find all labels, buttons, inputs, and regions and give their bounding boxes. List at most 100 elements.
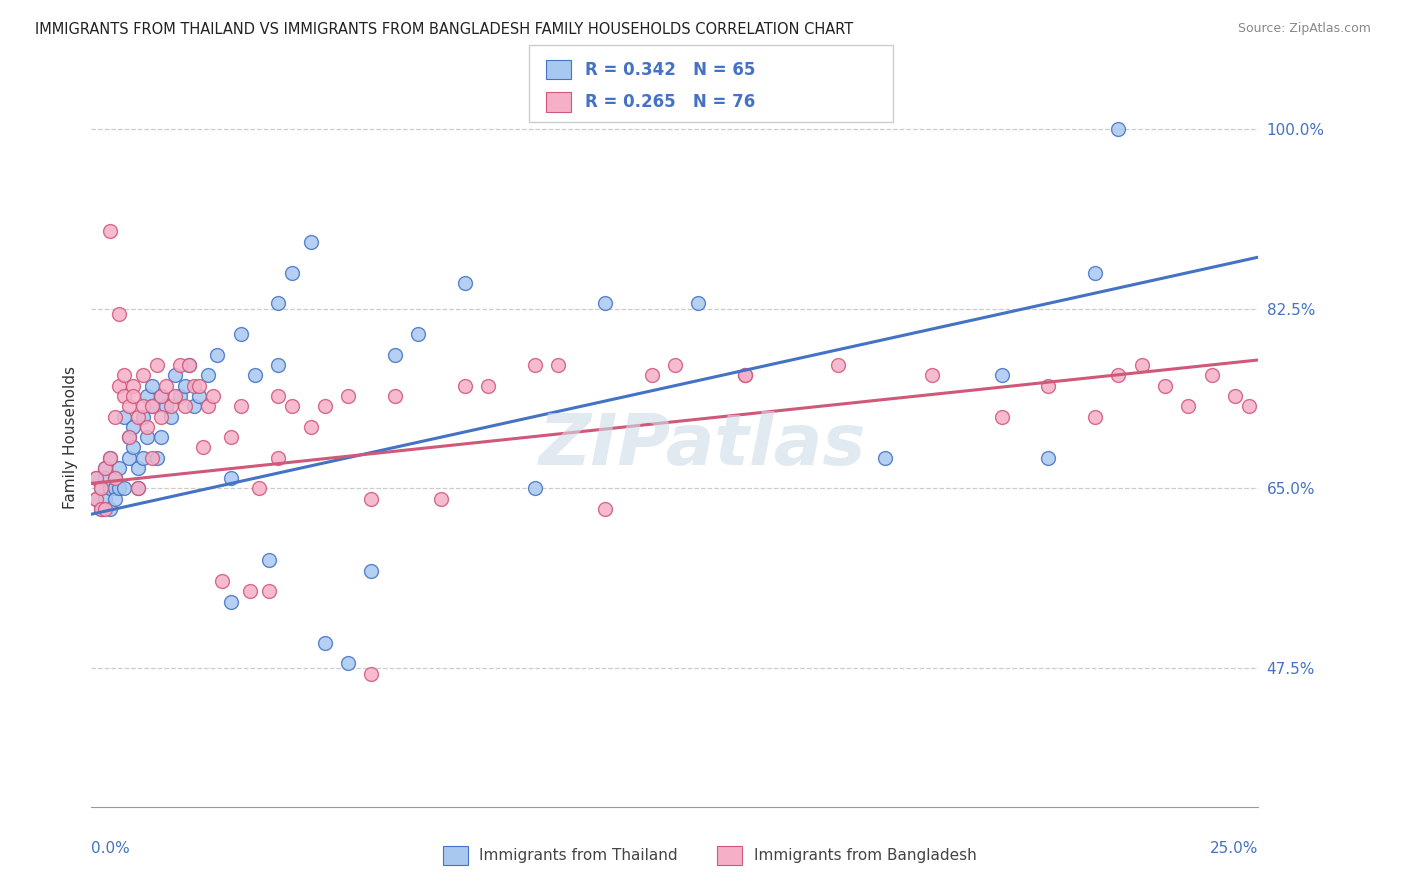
Point [127, 482, 149, 496]
Point [98, 450, 121, 465]
Point [384, 348, 406, 362]
Point [523, 358, 546, 372]
Point [159, 399, 181, 413]
Point [430, 491, 453, 506]
Point [94, 461, 117, 475]
Point [112, 389, 135, 403]
Point [281, 399, 304, 413]
Point [229, 399, 252, 413]
Point [229, 327, 252, 342]
Text: ZIPatlas: ZIPatlas [540, 411, 866, 481]
Text: 0.0%: 0.0% [91, 840, 131, 855]
Point [299, 235, 322, 249]
Point [640, 368, 662, 383]
Point [688, 296, 710, 310]
Point [243, 368, 266, 383]
Point [201, 389, 224, 403]
Point [150, 430, 173, 444]
Point [734, 368, 756, 383]
Point [118, 430, 141, 444]
Point [98, 224, 121, 238]
Point [94, 471, 117, 485]
Text: 25.0%: 25.0% [1211, 840, 1258, 855]
Point [1084, 266, 1107, 280]
Point [155, 399, 177, 413]
Point [145, 358, 167, 372]
Point [84, 471, 107, 485]
Point [173, 399, 195, 413]
Point [94, 491, 117, 506]
Point [90, 502, 112, 516]
Point [98, 502, 121, 516]
Point [187, 378, 209, 392]
Point [104, 482, 127, 496]
Point [122, 441, 145, 455]
Point [337, 657, 360, 671]
Point [1177, 399, 1199, 413]
Point [1038, 378, 1060, 392]
Point [127, 409, 149, 424]
Text: Immigrants from Bangladesh: Immigrants from Bangladesh [754, 848, 976, 863]
Point [257, 584, 280, 599]
Point [1237, 399, 1260, 413]
Point [1154, 378, 1177, 392]
Point [221, 430, 243, 444]
Point [94, 461, 117, 475]
Point [136, 419, 159, 434]
Point [454, 378, 477, 392]
Point [112, 409, 135, 424]
Text: IMMIGRANTS FROM THAILAND VS IMMIGRANTS FROM BANGLADESH FAMILY HOUSEHOLDS CORRELA: IMMIGRANTS FROM THAILAND VS IMMIGRANTS F… [35, 22, 853, 37]
Point [118, 430, 141, 444]
Point [108, 482, 131, 496]
Point [249, 482, 271, 496]
Point [221, 471, 243, 485]
Point [132, 368, 155, 383]
Point [1223, 389, 1246, 403]
Point [112, 482, 135, 496]
Point [211, 574, 233, 588]
Point [1107, 368, 1129, 383]
Point [159, 409, 181, 424]
Point [1038, 450, 1060, 465]
Point [150, 389, 173, 403]
Point [90, 482, 112, 496]
Point [360, 491, 382, 506]
Point [108, 461, 131, 475]
Point [84, 491, 107, 506]
Text: R = 0.342   N = 65: R = 0.342 N = 65 [585, 61, 755, 78]
Point [197, 368, 219, 383]
Point [98, 482, 121, 496]
Point [141, 399, 163, 413]
Point [664, 358, 686, 372]
Point [155, 378, 177, 392]
Point [108, 307, 131, 321]
Point [173, 378, 195, 392]
Point [990, 409, 1012, 424]
Point [267, 358, 290, 372]
Y-axis label: Family Households: Family Households [62, 366, 77, 508]
Point [267, 450, 290, 465]
Point [1107, 121, 1129, 136]
Point [827, 358, 849, 372]
Point [145, 450, 167, 465]
Point [104, 471, 127, 485]
Point [1201, 368, 1223, 383]
Point [1084, 409, 1107, 424]
Point [267, 389, 290, 403]
Point [122, 378, 145, 392]
Point [112, 368, 135, 383]
Point [98, 450, 121, 465]
Point [193, 441, 215, 455]
Point [523, 482, 546, 496]
Point [122, 419, 145, 434]
Point [132, 450, 155, 465]
Point [314, 636, 336, 650]
Point [104, 491, 127, 506]
Point [593, 502, 616, 516]
Point [104, 409, 127, 424]
Point [150, 409, 173, 424]
Point [337, 389, 360, 403]
Point [921, 368, 943, 383]
Point [141, 450, 163, 465]
Point [454, 276, 477, 290]
